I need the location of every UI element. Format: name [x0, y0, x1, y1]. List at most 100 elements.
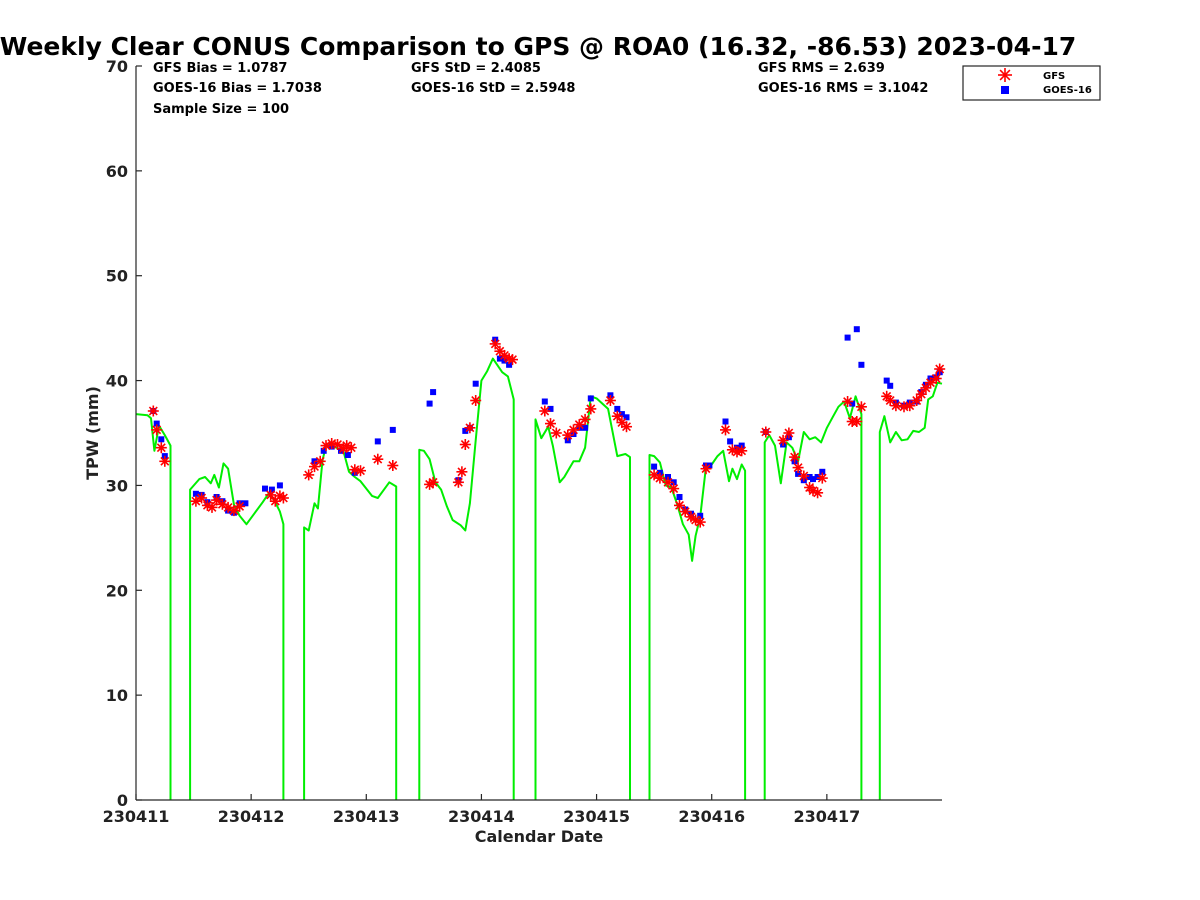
gfs-point: [668, 483, 680, 495]
gfs-point: [573, 419, 585, 431]
gfs-point: [201, 499, 213, 511]
gfs-point: [812, 487, 824, 499]
gfs-point: [884, 395, 896, 406]
goes-16-point: [618, 411, 625, 418]
goes-16-point: [506, 361, 513, 368]
goes-16-point: [853, 326, 860, 333]
gfs-series: [147, 338, 946, 528]
gfs-point: [539, 405, 551, 417]
goes-16-point: [887, 382, 894, 389]
legend-goes-marker: [1001, 86, 1009, 94]
stat-goes-std: GOES-16 StD = 2.5948: [411, 81, 575, 96]
goes-16-point: [242, 500, 249, 507]
y-tick-label: 40: [106, 372, 128, 391]
chart-title: Weekly Clear CONUS Comparison to GPS @ R…: [0, 32, 1076, 61]
y-tick-label: 60: [106, 162, 128, 181]
gfs-point: [303, 469, 315, 481]
gfs-point: [507, 354, 518, 366]
gfs-point: [159, 455, 171, 467]
stat-gfs-rms: GFS RMS = 2.639: [758, 61, 885, 76]
goes-16-point: [153, 420, 160, 427]
gfs-point: [890, 400, 902, 412]
gps-line-segment: [878, 381, 943, 800]
gfs-point: [550, 427, 562, 439]
gfs-point: [798, 470, 810, 482]
gfs-point: [452, 476, 464, 488]
gfs-point: [679, 506, 691, 518]
stat-goes-bias: GOES-16 Bias = 1.7038: [153, 81, 322, 96]
gfs-point: [915, 388, 927, 400]
goes-16-point: [623, 414, 630, 421]
gfs-point: [341, 440, 353, 452]
gfs-point: [920, 382, 932, 394]
goes-16-point: [426, 400, 433, 407]
goes-16-point: [697, 512, 704, 519]
gfs-point: [345, 442, 357, 454]
gfs-point: [783, 427, 795, 439]
x-tick-label: 230413: [333, 807, 400, 826]
goes-16-point: [676, 494, 683, 500]
gfs-point: [585, 403, 597, 415]
gfs-point: [579, 413, 591, 425]
legend-gfs-marker: [998, 68, 1012, 82]
gfs-point: [777, 434, 789, 446]
goes-16-point: [344, 452, 351, 458]
gfs-point: [911, 395, 923, 406]
gfs-point: [234, 500, 246, 512]
y-tick-label: 0: [117, 791, 128, 810]
gfs-point: [934, 363, 946, 375]
goes-16-point: [472, 380, 479, 387]
goes-16-point: [192, 490, 199, 497]
x-tick-label: 230417: [793, 807, 860, 826]
gps-line-segment: [418, 357, 515, 800]
gfs-point: [611, 410, 623, 422]
x-axis-label: Calendar Date: [475, 827, 604, 846]
x-tick-label: 230415: [563, 807, 630, 826]
goes-16-point: [844, 334, 851, 341]
goes-16-point: [276, 482, 283, 489]
legend: GFS GOES-16: [962, 65, 1101, 101]
gps-line-segment: [763, 395, 863, 800]
y-tick-label: 50: [106, 267, 128, 286]
gfs-point: [211, 494, 223, 506]
stats-block: GFS Bias = 1.0787 GOES-16 Bias = 1.7038 …: [153, 61, 928, 117]
goes-16-point: [268, 486, 275, 493]
gps-line-segment: [534, 395, 631, 800]
stat-goes-rms: GOES-16 RMS = 3.1042: [758, 81, 928, 96]
gfs-point: [196, 492, 208, 504]
gfs-point: [464, 422, 476, 434]
goes-16-point: [462, 427, 469, 434]
gfs-point: [736, 445, 748, 457]
gfs-point: [489, 338, 501, 350]
gps-line-segment: [135, 413, 172, 800]
goes-16-point: [262, 485, 268, 492]
gfs-point: [700, 463, 712, 475]
goes-16-point: [430, 389, 437, 396]
gfs-point: [904, 400, 916, 412]
goes-16-point: [158, 436, 165, 443]
x-tick-label: 230414: [448, 807, 515, 826]
x-tick-label: 230416: [678, 807, 745, 826]
y-axis-label: TPW (mm): [83, 386, 102, 480]
legend-box: [962, 65, 1101, 101]
y-axis-ticks: 0 10 20 30 40 50 60 70: [106, 57, 142, 810]
goes-16-point: [810, 476, 816, 483]
goes-16-point: [806, 474, 813, 480]
gfs-point: [760, 426, 772, 438]
gfs-point: [147, 405, 159, 417]
gfs-point: [720, 424, 731, 436]
goes-16-point: [582, 424, 589, 431]
gfs-point: [925, 377, 936, 389]
gfs-point: [842, 396, 854, 407]
gfs-point: [470, 395, 482, 406]
gfs-point: [265, 489, 277, 501]
gfs-point: [459, 439, 471, 450]
goes-16-point: [374, 438, 381, 445]
goes-16-point: [547, 405, 554, 412]
gfs-point: [604, 395, 616, 406]
goes-16-point: [722, 418, 729, 425]
legend-gfs-label: GFS: [1043, 71, 1065, 82]
goes-16-point: [727, 438, 734, 445]
gfs-point: [694, 516, 706, 528]
